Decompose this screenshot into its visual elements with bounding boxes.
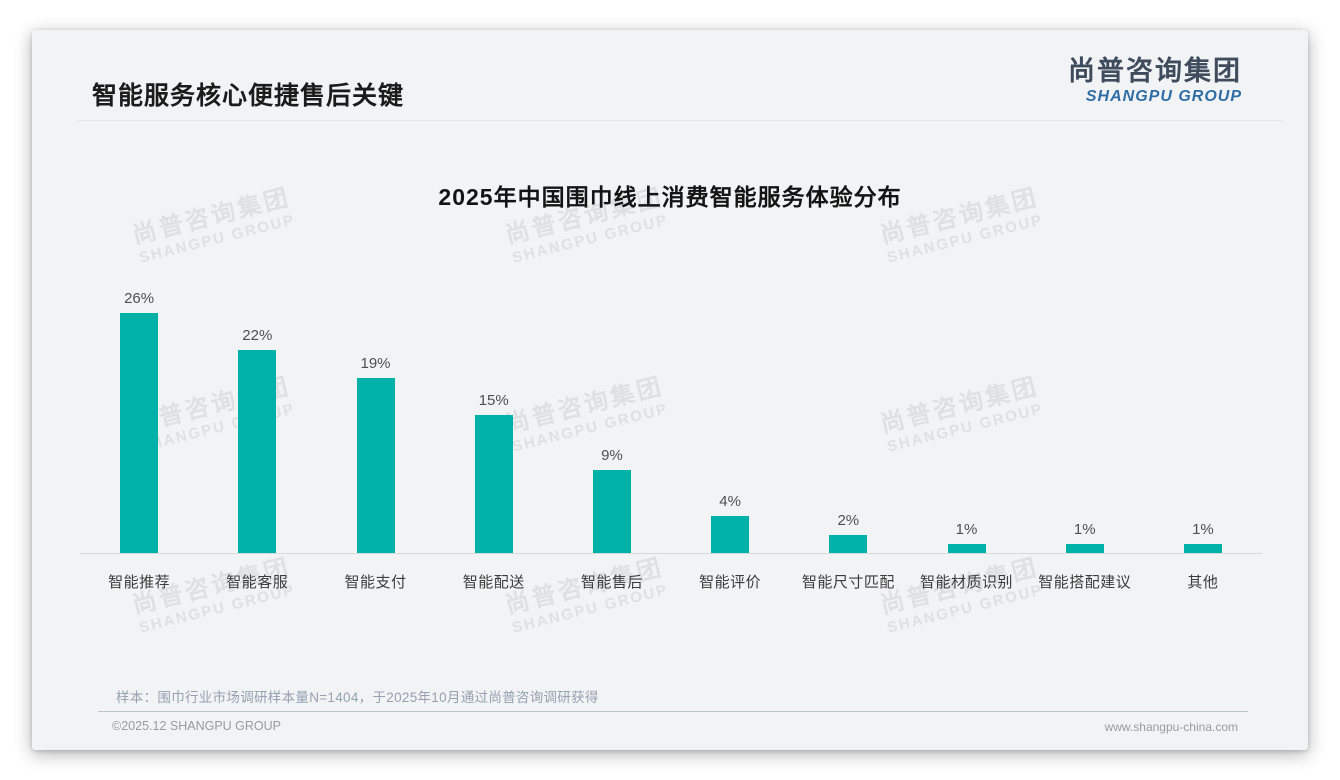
x-axis-line <box>80 553 1262 554</box>
category-label: 智能评价 <box>699 574 762 591</box>
bar <box>947 543 986 553</box>
bar-column: 19% <box>316 355 434 553</box>
bar <box>1183 543 1222 553</box>
bar-value-label: 22% <box>242 326 273 344</box>
bar <box>474 414 513 553</box>
bar-value-label: 19% <box>360 354 391 372</box>
bar-column: 2% <box>789 512 907 553</box>
bar-column: 1% <box>1026 521 1144 553</box>
bar-column: 4% <box>671 493 789 553</box>
logo-cn-text: 尚普咨询集团 <box>1068 56 1242 86</box>
bar <box>829 534 868 553</box>
bar <box>711 516 750 553</box>
category-label: 智能售后 <box>580 574 643 591</box>
bar-value-label: 26% <box>124 290 155 308</box>
bar-value-label: 15% <box>478 391 509 409</box>
bar-value-label: 4% <box>719 493 741 511</box>
report-slide: 尚普咨询集团 SHANGPU GROUP 尚普咨询集团 SHANGPU GROUP 尚普… <box>32 30 1308 750</box>
footer-website-url: www.shangpu-china.com <box>1104 720 1238 734</box>
bar <box>238 349 277 553</box>
bar <box>592 469 631 553</box>
category-label: 其他 <box>1187 574 1219 591</box>
bar <box>1065 543 1104 553</box>
bar-chart-plot: 26% 22% 19% 15% 9% 4% 2% 1% 1% 1% <box>80 253 1262 553</box>
category-label: 智能搭配建议 <box>1038 574 1132 591</box>
category-label: 智能支付 <box>344 574 407 591</box>
footer-divider <box>98 711 1248 712</box>
chart-title: 2025年中国围巾线上消费智能服务体验分布 <box>438 184 902 210</box>
bar-value-label: 1% <box>1192 520 1214 538</box>
category-label: 智能推荐 <box>108 574 171 591</box>
category-label: 智能材质识别 <box>920 574 1014 591</box>
category-label: 智能客服 <box>226 574 289 591</box>
page-title: 智能服务核心便捷售后关键 <box>92 82 405 110</box>
footer-copyright: ©2025.12 SHANGPU GROUP <box>112 719 281 733</box>
watermark: 尚普咨询集团 SHANGPU GROUP <box>100 540 326 644</box>
sample-footnote: 样本：围巾行业市场调研样本量N=1404，于2025年10月通过尚普咨询调研获得 <box>116 690 599 705</box>
watermark: 尚普咨询集团 SHANGPU GROUP <box>473 540 699 644</box>
header-divider <box>78 120 1282 121</box>
watermark: 尚普咨询集团 SHANGPU GROUP <box>848 540 1074 644</box>
bar-column: 1% <box>907 521 1025 553</box>
bar-column: 9% <box>553 447 671 553</box>
company-logo: 尚普咨询集团 SHANGPU GROUP <box>1068 56 1242 106</box>
logo-en-text: SHANGPU GROUP <box>1085 88 1242 106</box>
category-label: 智能尺寸匹配 <box>801 574 895 591</box>
bar-value-label: 1% <box>955 520 978 538</box>
bar-column: 1% <box>1144 521 1262 553</box>
bar <box>120 313 159 553</box>
bar-column: 26% <box>80 290 198 553</box>
bar-column: 22% <box>198 327 316 553</box>
category-label: 智能配送 <box>462 574 525 591</box>
bar <box>356 377 395 553</box>
bar-value-label: 9% <box>601 446 623 464</box>
bar-value-label: 1% <box>1073 520 1096 538</box>
x-axis-category-labels: 智能推荐 智能客服 智能支付 智能配送 智能售后 智能评价 智能尺寸匹配 智能材质识别 智能搭配… <box>80 571 1262 592</box>
bar-value-label: 2% <box>837 511 860 529</box>
bar-column: 15% <box>435 392 553 553</box>
